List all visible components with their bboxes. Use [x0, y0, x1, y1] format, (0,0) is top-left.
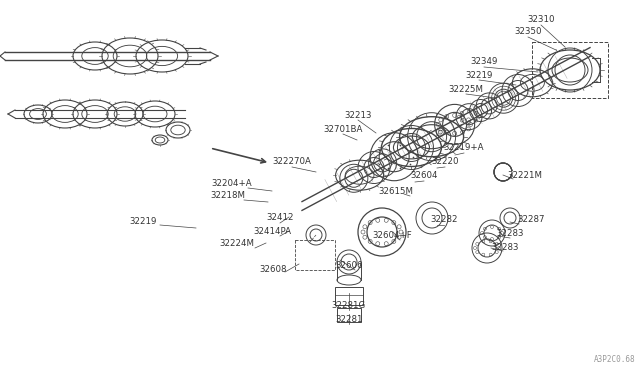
- Text: 32604: 32604: [410, 171, 438, 180]
- Text: 32608: 32608: [259, 266, 287, 275]
- Bar: [532, 42, 608, 98]
- Text: 32604+F: 32604+F: [372, 231, 412, 241]
- Text: 32412: 32412: [266, 214, 294, 222]
- Text: 32282: 32282: [430, 215, 458, 224]
- Text: 32283: 32283: [496, 230, 524, 238]
- Text: A3P2C0.68: A3P2C0.68: [593, 355, 635, 364]
- Text: 32349: 32349: [470, 58, 498, 67]
- Bar: [335, 287, 363, 305]
- Text: 32225M: 32225M: [449, 84, 483, 93]
- Text: 32350: 32350: [515, 28, 541, 36]
- Text: 32218M: 32218M: [211, 190, 246, 199]
- Text: 322270A: 322270A: [273, 157, 312, 167]
- Text: 32221M: 32221M: [508, 170, 543, 180]
- Text: 32281: 32281: [335, 315, 363, 324]
- Text: 32204+A: 32204+A: [212, 179, 252, 187]
- Bar: [337, 308, 361, 322]
- Text: 32606: 32606: [335, 262, 363, 270]
- Text: 32219: 32219: [465, 71, 493, 80]
- Text: 32414PA: 32414PA: [253, 227, 291, 235]
- Text: 32219: 32219: [129, 218, 157, 227]
- Text: 32219+A: 32219+A: [444, 144, 484, 153]
- Text: 32283: 32283: [492, 243, 519, 251]
- Text: 32287: 32287: [517, 215, 545, 224]
- Text: 32281G: 32281G: [332, 301, 366, 311]
- Text: 32224M: 32224M: [220, 240, 255, 248]
- Text: 32310: 32310: [527, 16, 555, 25]
- Bar: [295, 240, 335, 270]
- Text: 32213: 32213: [344, 110, 372, 119]
- Text: 32701BA: 32701BA: [323, 125, 363, 134]
- Text: 32220: 32220: [431, 157, 459, 167]
- Text: 32615M: 32615M: [378, 187, 413, 196]
